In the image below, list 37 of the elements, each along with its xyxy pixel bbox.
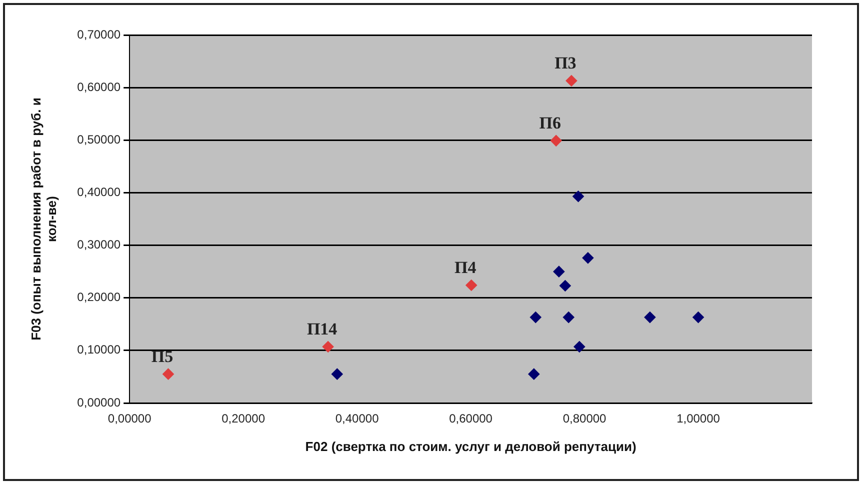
x-tick-label: 0,00000 bbox=[108, 412, 152, 426]
y-tick-label: 0,10000 bbox=[77, 342, 121, 357]
point bbox=[574, 341, 585, 352]
annotation: П4 bbox=[454, 258, 477, 278]
x-tick-label: 0,60000 bbox=[449, 412, 493, 426]
x-tick-label: 0,80000 bbox=[562, 412, 607, 426]
point bbox=[692, 312, 704, 323]
point bbox=[162, 368, 174, 380]
y-tick-label: 0,30000 bbox=[77, 238, 121, 252]
y-tick-label: 0,20000 bbox=[77, 290, 121, 304]
x-tick-label: 0,20000 bbox=[222, 412, 266, 426]
point bbox=[563, 312, 574, 323]
point bbox=[322, 341, 334, 352]
point bbox=[560, 280, 571, 292]
point bbox=[332, 368, 343, 380]
y-axis-title: F03 (опыт выполнения работ в руб. и кол-ве) bbox=[28, 98, 59, 340]
point bbox=[550, 135, 562, 146]
y-tick-label: 0,50000 bbox=[77, 132, 121, 146]
point bbox=[582, 252, 594, 264]
y-tick-label: 0,00000 bbox=[77, 395, 121, 410]
point bbox=[528, 368, 540, 380]
y-tick-label: 0,70000 bbox=[77, 27, 121, 42]
point bbox=[553, 266, 564, 278]
annotation: П5 bbox=[151, 346, 174, 366]
annotation: П14 bbox=[306, 320, 338, 339]
point bbox=[466, 280, 477, 291]
annotation: П3 bbox=[554, 54, 576, 73]
point bbox=[566, 75, 577, 86]
x-axis-title: F02 (свертка по стоим. услуг и деловой репутации) bbox=[305, 438, 636, 454]
point bbox=[530, 312, 542, 323]
y-tick-label: 0,60000 bbox=[77, 80, 121, 94]
y-tick-label: 0,40000 bbox=[77, 185, 121, 200]
annotation: П6 bbox=[539, 114, 561, 133]
x-tick-label: 0,40000 bbox=[335, 412, 380, 426]
point bbox=[572, 190, 584, 202]
point bbox=[644, 312, 656, 323]
x-tick-label: 1,00000 bbox=[676, 412, 720, 426]
